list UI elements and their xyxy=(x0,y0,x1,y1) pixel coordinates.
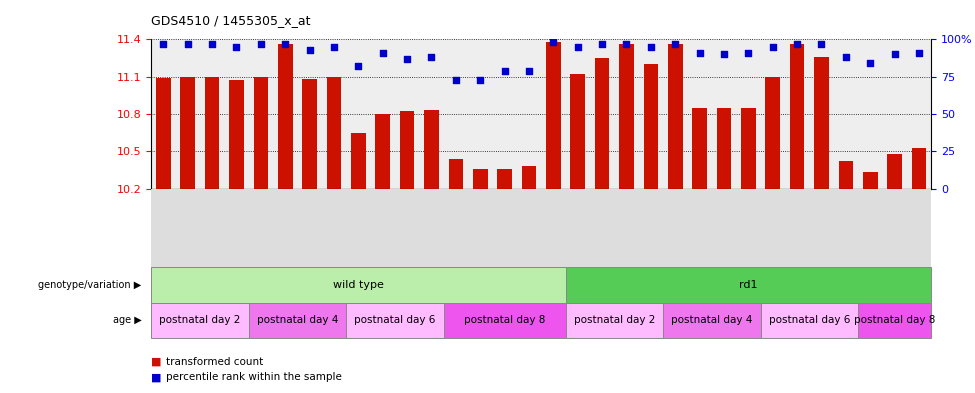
Bar xyxy=(448,159,463,189)
Bar xyxy=(278,44,292,189)
Bar xyxy=(692,108,707,189)
Bar xyxy=(205,77,219,189)
Point xyxy=(205,40,220,47)
Point xyxy=(400,55,415,62)
Text: postnatal day 4: postnatal day 4 xyxy=(256,315,338,325)
Point xyxy=(254,40,269,47)
Bar xyxy=(522,166,536,189)
Text: postnatal day 2: postnatal day 2 xyxy=(159,315,241,325)
Point xyxy=(618,40,634,47)
Text: age ▶: age ▶ xyxy=(113,315,141,325)
Text: percentile rank within the sample: percentile rank within the sample xyxy=(166,372,341,382)
Point xyxy=(863,60,878,66)
Point xyxy=(667,40,682,47)
Text: postnatal day 2: postnatal day 2 xyxy=(573,315,655,325)
Bar xyxy=(838,161,853,189)
Point xyxy=(644,44,659,50)
Point xyxy=(521,68,536,74)
Point xyxy=(351,63,367,69)
Bar xyxy=(180,77,195,189)
Text: postnatal day 6: postnatal day 6 xyxy=(768,315,850,325)
Text: transformed count: transformed count xyxy=(166,356,263,367)
Bar xyxy=(619,44,634,189)
Point xyxy=(448,77,464,83)
Bar xyxy=(327,77,341,189)
Point xyxy=(814,40,830,47)
Point xyxy=(692,50,708,56)
Text: GDS4510 / 1455305_x_at: GDS4510 / 1455305_x_at xyxy=(151,15,311,28)
Point xyxy=(179,40,195,47)
Bar xyxy=(863,173,878,189)
Point xyxy=(277,40,292,47)
Bar xyxy=(156,78,171,189)
Text: postnatal day 8: postnatal day 8 xyxy=(464,315,545,325)
Point xyxy=(790,40,805,47)
Bar xyxy=(375,114,390,189)
Point xyxy=(546,39,562,46)
Bar xyxy=(424,110,439,189)
Bar xyxy=(717,108,731,189)
Text: wild type: wild type xyxy=(332,280,384,290)
Bar xyxy=(254,77,268,189)
Bar xyxy=(912,147,926,189)
Point xyxy=(765,44,781,50)
Bar xyxy=(302,79,317,189)
Text: postnatal day 6: postnatal day 6 xyxy=(354,315,436,325)
Point xyxy=(302,47,318,53)
Bar xyxy=(790,44,804,189)
Bar xyxy=(351,132,366,189)
Text: rd1: rd1 xyxy=(739,280,758,290)
Point xyxy=(887,51,903,57)
Text: genotype/variation ▶: genotype/variation ▶ xyxy=(38,280,141,290)
Point xyxy=(741,50,757,56)
Bar xyxy=(229,80,244,189)
Text: postnatal day 8: postnatal day 8 xyxy=(854,315,935,325)
Text: postnatal day 4: postnatal day 4 xyxy=(671,315,753,325)
Point xyxy=(228,44,244,50)
Point xyxy=(497,68,513,74)
Bar xyxy=(887,154,902,189)
Point xyxy=(595,40,610,47)
Point xyxy=(838,54,854,61)
Bar xyxy=(400,112,414,189)
Bar xyxy=(814,57,829,189)
Point xyxy=(569,44,585,50)
Bar xyxy=(546,42,561,189)
Bar xyxy=(765,77,780,189)
Bar xyxy=(668,44,682,189)
Bar xyxy=(741,108,756,189)
Point xyxy=(717,51,732,57)
Text: ■: ■ xyxy=(151,372,162,382)
Bar xyxy=(497,169,512,189)
Bar xyxy=(473,169,488,189)
Text: ■: ■ xyxy=(151,356,162,367)
Bar xyxy=(595,58,609,189)
Bar xyxy=(644,64,658,189)
Bar xyxy=(570,74,585,189)
Point xyxy=(156,40,172,47)
Point xyxy=(424,54,440,61)
Point xyxy=(473,77,488,83)
Point xyxy=(374,50,390,56)
Point xyxy=(326,44,342,50)
Point xyxy=(912,50,927,56)
